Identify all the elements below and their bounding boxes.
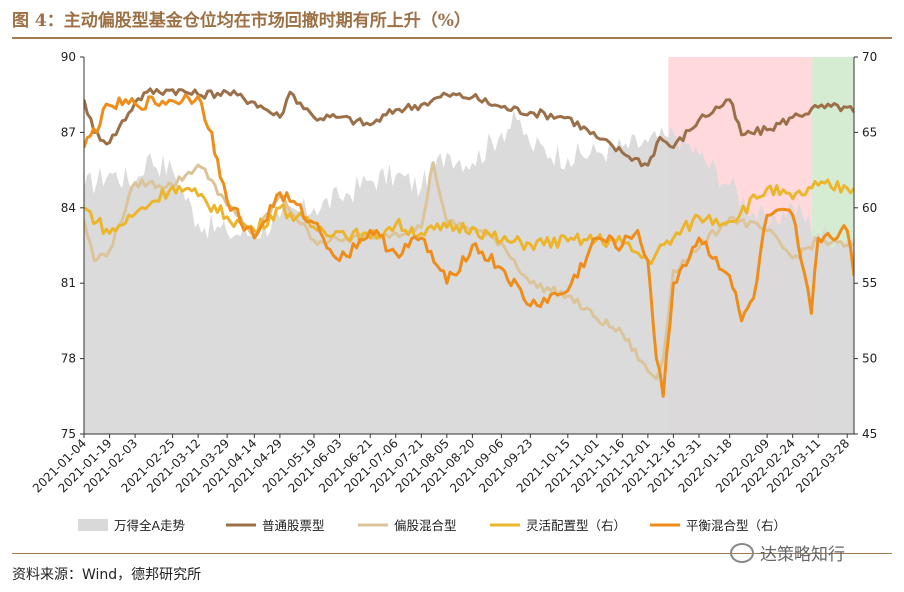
right-tick-label: 50	[862, 352, 877, 366]
series-line-2	[84, 161, 854, 381]
footer-divider	[12, 553, 892, 554]
legend-label: 普通股票型	[262, 518, 325, 533]
watermark: 达策略知行	[730, 540, 845, 565]
axes: 7578818487904550556065702021-01-042021-0…	[30, 50, 877, 495]
legend-label: 万得全A走势	[114, 518, 186, 533]
legend-label: 平衡混合型（右）	[686, 518, 786, 533]
series-line-4	[84, 93, 854, 398]
right-tick-label: 55	[862, 276, 877, 290]
watermark-text: 达策略知行	[760, 545, 845, 565]
left-tick-label: 75	[61, 427, 76, 441]
legend-label: 偏股混合型	[394, 518, 457, 533]
figure-title: 图 4：主动偏股型基金仓位均在市场回撤时期有所上升（%）	[12, 11, 471, 31]
series-line-1	[84, 87, 854, 168]
right-tick-label: 65	[862, 125, 877, 139]
left-tick-label: 81	[61, 276, 76, 290]
right-tick-label: 70	[862, 50, 877, 64]
left-tick-label: 78	[61, 352, 76, 366]
legend-swatch-area	[78, 519, 108, 531]
series-layer	[84, 87, 854, 434]
left-tick-label: 87	[61, 125, 76, 139]
series-line-3	[84, 178, 854, 265]
wechat-bubble-icon	[730, 542, 754, 563]
left-tick-label: 90	[61, 50, 76, 64]
right-tick-label: 45	[862, 427, 877, 441]
series-area-wind-a	[84, 109, 854, 434]
legend: 万得全A走势 普通股票型 偏股混合型 灵活配置型（右） 平衡混合型（右）	[78, 518, 786, 533]
right-tick-label: 60	[862, 201, 877, 215]
legend-label: 灵活配置型（右）	[526, 518, 626, 533]
left-tick-label: 84	[61, 201, 76, 215]
source-note: 资料来源：Wind，德邦研究所	[12, 567, 202, 583]
title-divider	[12, 37, 892, 39]
